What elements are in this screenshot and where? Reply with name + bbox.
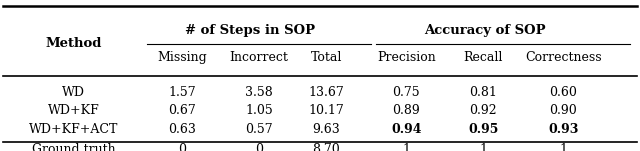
Text: 1.57: 1.57 xyxy=(168,86,196,99)
Text: Recall: Recall xyxy=(463,51,503,64)
Text: 1.05: 1.05 xyxy=(245,104,273,117)
Text: 8.70: 8.70 xyxy=(312,143,340,151)
Text: 0.93: 0.93 xyxy=(548,123,579,136)
Text: Method: Method xyxy=(45,37,102,50)
Text: Accuracy of SOP: Accuracy of SOP xyxy=(424,24,545,37)
Text: 0: 0 xyxy=(179,143,186,151)
Text: Missing: Missing xyxy=(157,51,207,64)
Text: 0: 0 xyxy=(255,143,263,151)
Text: 3.58: 3.58 xyxy=(245,86,273,99)
Text: 1: 1 xyxy=(559,143,567,151)
Text: 0.90: 0.90 xyxy=(549,104,577,117)
Text: 9.63: 9.63 xyxy=(312,123,340,136)
Text: 0.92: 0.92 xyxy=(469,104,497,117)
Text: 0.94: 0.94 xyxy=(391,123,422,136)
Text: WD+KF: WD+KF xyxy=(48,104,99,117)
Text: 0.89: 0.89 xyxy=(392,104,420,117)
Text: Total: Total xyxy=(310,51,342,64)
Text: # of Steps in SOP: # of Steps in SOP xyxy=(184,24,315,37)
Text: 0.67: 0.67 xyxy=(168,104,196,117)
Text: Ground truth: Ground truth xyxy=(32,143,115,151)
Text: WD+KF+ACT: WD+KF+ACT xyxy=(29,123,118,136)
Text: Precision: Precision xyxy=(377,51,436,64)
Text: 13.67: 13.67 xyxy=(308,86,344,99)
Text: WD: WD xyxy=(62,86,85,99)
Text: Incorrect: Incorrect xyxy=(230,51,289,64)
Text: Correctness: Correctness xyxy=(525,51,602,64)
Text: 0.75: 0.75 xyxy=(392,86,420,99)
Text: 0.60: 0.60 xyxy=(549,86,577,99)
Text: 0.63: 0.63 xyxy=(168,123,196,136)
Text: 10.17: 10.17 xyxy=(308,104,344,117)
Text: 1: 1 xyxy=(403,143,410,151)
Text: 0.81: 0.81 xyxy=(469,86,497,99)
Text: 0.95: 0.95 xyxy=(468,123,499,136)
Text: 0.57: 0.57 xyxy=(245,123,273,136)
Text: 1: 1 xyxy=(479,143,487,151)
